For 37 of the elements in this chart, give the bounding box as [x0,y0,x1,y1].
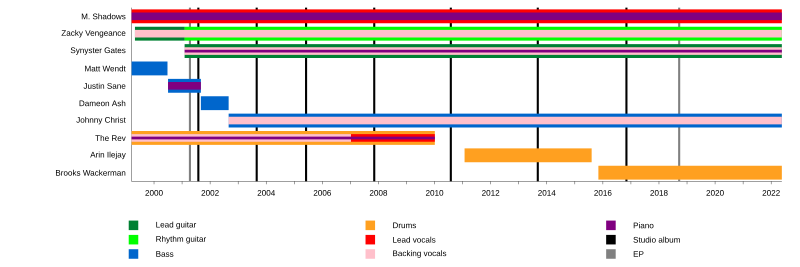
x-tick-label: 2018 [650,190,668,196]
bar [200,96,229,110]
legend-label: EP [634,251,644,257]
x-tick-label: 2004 [258,190,276,196]
x-tick-label: 2010 [426,190,444,196]
x-tick-label: 2006 [314,190,332,196]
y-tick-label: Johnny Christ [76,116,126,124]
bar [598,166,782,180]
y-tick-label: Justin Sane [84,82,126,89]
y-tick-label: Zacky Vengeance [62,30,126,38]
x-tick-label: 2020 [706,190,724,196]
x-tick-label: 2008 [370,190,388,196]
x-tick-label: 2002 [202,190,219,196]
y-tick-label: Matt Wendt [85,65,126,72]
legend-label: Lead vocals [393,236,436,242]
y-tick-label: M. Shadows [82,13,126,20]
legend-label: Studio album [633,236,680,242]
legend-label: Rhythm guitar [156,236,206,244]
x-tick-label: 2000 [145,190,163,196]
bar [228,116,782,124]
y-tick-label: Dameon Ash [80,100,126,106]
y-tick-label: Arin Ilejay [90,151,126,159]
legend-label: Bass [156,250,174,257]
legend-label: Backing vocals [393,250,446,258]
legend-label: Lead guitar [156,221,196,229]
legend-label: Drums [393,222,416,228]
y-tick-label: The Rev [95,134,126,141]
y-tick-label: Synyster Gates [70,47,126,55]
x-tick-label: 2022 [762,190,780,196]
x-tick-label: 2014 [538,190,556,196]
y-tick-label: Brooks Wackerman [56,170,126,176]
x-tick-label: 2016 [594,190,612,196]
bar [132,61,168,76]
bar [464,148,592,162]
x-tick-label: 2012 [482,190,500,196]
bar [134,30,782,38]
legend-label: Piano [634,222,654,228]
